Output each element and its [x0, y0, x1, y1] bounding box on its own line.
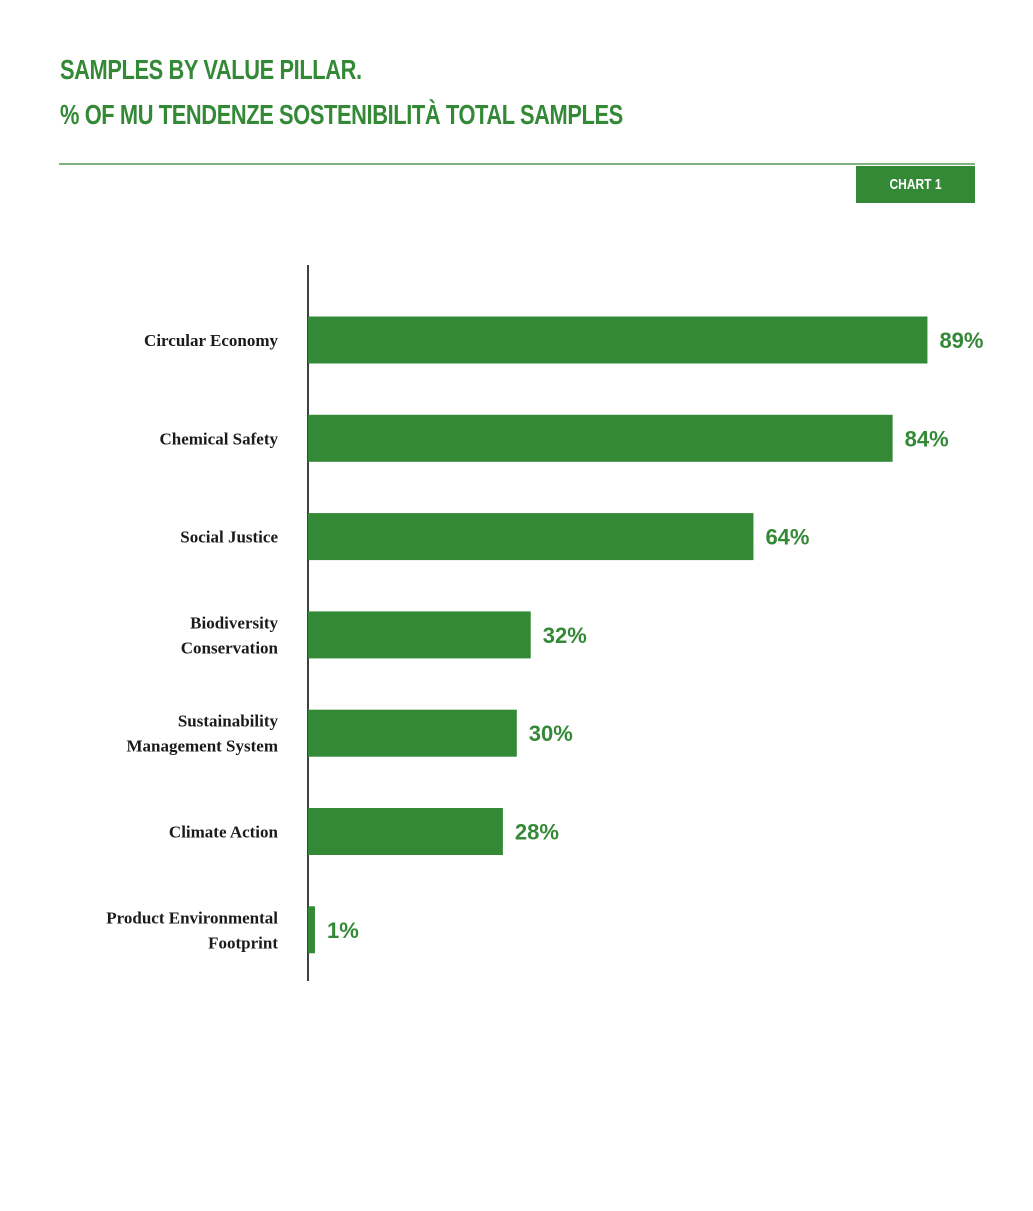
bar-value-label: 64% [765, 525, 809, 550]
bar-value-label: 1% [327, 918, 359, 943]
bar-value-label: 30% [529, 721, 573, 746]
category-label: Biodiversity [190, 613, 278, 632]
chart-number-badge: CHART 1 [856, 166, 975, 203]
category-label: Product Environmental [106, 908, 278, 927]
bar [308, 611, 531, 659]
category-label: Management System [126, 737, 278, 756]
header-rule [59, 163, 975, 165]
category-label: Chemical Safety [159, 429, 278, 448]
chart-number-label: CHART 1 [889, 176, 942, 193]
bar [308, 906, 315, 954]
bar-value-label: 32% [543, 623, 587, 648]
category-label: Social Justice [180, 528, 278, 547]
bar [308, 513, 754, 561]
category-label: Conservation [181, 638, 279, 657]
bar [308, 316, 928, 364]
bar-value-label: 89% [939, 328, 983, 353]
chart-subtitle: % OF MU TENDENZE SOSTENIBILITÀ TOTAL SAM… [60, 99, 623, 130]
bar-value-label: 84% [905, 426, 949, 451]
category-label: Circular Economy [144, 331, 278, 350]
category-label: Sustainability [178, 712, 279, 731]
bar [308, 414, 893, 462]
category-label: Climate Action [169, 823, 279, 842]
bar [308, 808, 503, 855]
category-label: Footprint [208, 933, 278, 952]
bar [308, 709, 517, 757]
bar-value-label: 28% [515, 820, 559, 845]
chart-title: SAMPLES BY VALUE PILLAR. [60, 54, 362, 85]
